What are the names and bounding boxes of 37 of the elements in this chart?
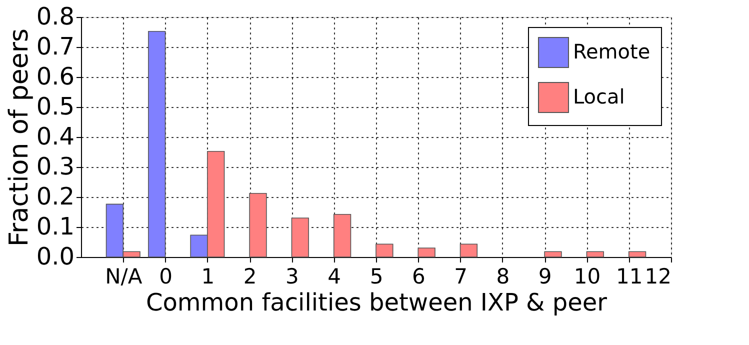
y-axis-title: Fraction of peers [4, 28, 34, 247]
x-tick-label: 3 [286, 264, 299, 288]
y-tick-label: 0.7 [36, 32, 74, 60]
y-tick-label: 0.5 [36, 92, 74, 120]
y-tick-label: 0.1 [36, 212, 74, 240]
x-tick-label: 0 [159, 264, 172, 288]
x-tick-label: 1 [201, 264, 215, 288]
x-tick-label: N/A [105, 264, 143, 288]
bar [333, 214, 352, 258]
y-tick-label: 0.6 [36, 62, 74, 90]
bar [418, 248, 436, 258]
x-tick-label: 9 [538, 264, 552, 288]
legend-label: Remote [573, 40, 650, 64]
bar [586, 251, 604, 258]
x-tick-label: 4 [328, 264, 342, 288]
x-tick-label: 11 [616, 264, 643, 288]
y-tick-label: 0.8 [36, 2, 74, 30]
y-tick-label: 0.3 [36, 152, 74, 180]
bar [628, 251, 646, 258]
legend-label: Local [573, 84, 625, 108]
x-axis-title: Common facilities between IXP & peer [146, 288, 608, 316]
y-tick-label: 0.0 [36, 242, 74, 270]
bar [148, 31, 166, 258]
bar [460, 244, 478, 258]
y-tick-label: 0.2 [36, 182, 74, 210]
x-tick-label: 10 [574, 264, 601, 288]
x-tick-label: 2 [243, 264, 257, 288]
bar [249, 193, 267, 258]
x-tick-label: 6 [412, 264, 426, 288]
x-tick-label: 7 [454, 264, 468, 288]
bar [291, 218, 309, 258]
y-tick-label: 0.4 [36, 122, 74, 150]
bar [544, 251, 562, 258]
x-tick-label: 8 [496, 264, 510, 288]
bar [376, 244, 394, 258]
x-tick-label: 12 [644, 264, 672, 288]
x-tick-label: 5 [370, 264, 384, 288]
